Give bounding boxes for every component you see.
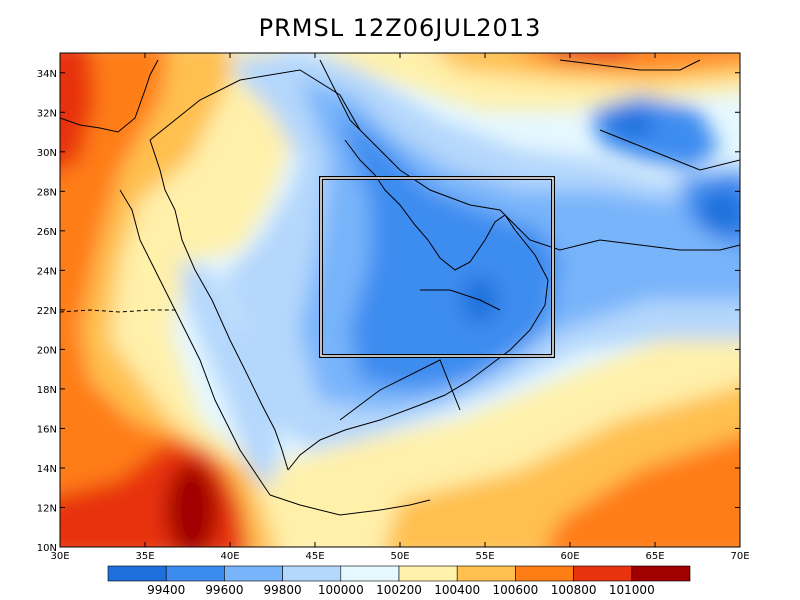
field-redsea-lightblue — [180, 260, 280, 490]
colorbar-swatch — [398, 565, 458, 582]
colorbar-label: 100200 — [376, 583, 422, 597]
lon-tick-label: 70E — [730, 551, 749, 562]
colorbar-swatch — [515, 565, 574, 582]
coastlines — [60, 59, 740, 516]
field-low-core-1 — [610, 110, 654, 138]
colorbar-swatch — [282, 565, 342, 582]
lat-tick-label: 12N — [37, 503, 57, 514]
field-west-orange — [60, 53, 239, 547]
colorbar: 99400 99600 99800 100000 100200 100400 100600 1… — [107, 565, 691, 597]
field-north-red — [551, 53, 629, 62]
lon-tick-label: 40E — [220, 551, 239, 562]
colorbar-label: 99600 — [205, 583, 243, 597]
lat-tick-label: 18N — [37, 385, 57, 396]
colorbar-swatch — [224, 565, 283, 582]
lat-tick-label: 14N — [37, 464, 57, 475]
lat-tick-label: 34N — [37, 69, 57, 80]
lat-tick-label: 28N — [37, 187, 57, 198]
lon-tick-label: 45E — [305, 551, 324, 562]
colorbar-label: 101000 — [609, 583, 655, 597]
colorbar-swatch — [107, 565, 167, 582]
lon-tick-label: 60E — [560, 551, 579, 562]
lat-tick-label: 24N — [37, 266, 57, 277]
lon-tick-label: 35E — [135, 551, 154, 562]
field-darkred-core — [166, 462, 218, 547]
lon-tick-label: 30E — [50, 551, 69, 562]
colorbar-swatch — [631, 565, 691, 582]
lat-axis: 10N 12N 14N 16N 18N 20N 22N 24N 26N 28N 30N 32N 34N — [37, 69, 740, 554]
colorbar-swatch — [456, 565, 516, 582]
lon-axis: 30E 35E 40E 45E 50E 55E 60E 65E 70E — [50, 53, 750, 562]
lat-tick-label: 20N — [37, 345, 57, 356]
colorbar-label: 100600 — [492, 583, 538, 597]
lat-tick-label: 22N — [37, 306, 57, 317]
colorbar-label: 99400 — [147, 583, 185, 597]
colorbar-label: 100400 — [434, 583, 480, 597]
field-se-orange — [546, 436, 740, 547]
colorbar-label: 100000 — [318, 583, 364, 597]
chart-title: PRMSL 12Z06JUL2013 — [258, 14, 542, 42]
lat-tick-label: 26N — [37, 227, 57, 238]
colorbar-swatch — [165, 565, 225, 582]
lon-tick-label: 65E — [645, 551, 664, 562]
lon-tick-label: 50E — [390, 551, 409, 562]
colorbar-swatch — [573, 565, 633, 582]
field-west-red — [60, 53, 95, 170]
lat-tick-label: 32N — [37, 108, 57, 119]
lat-tick-label: 10N — [37, 543, 57, 554]
colorbar-swatch — [340, 565, 400, 582]
colorbar-label: 99800 — [264, 583, 302, 597]
field-low-core-2 — [700, 190, 740, 234]
lat-tick-label: 30N — [37, 148, 57, 159]
domain-box-inner — [320, 177, 554, 357]
lat-tick-label: 16N — [37, 424, 57, 435]
lon-tick-label: 55E — [475, 551, 494, 562]
colorbar-label: 100800 — [551, 583, 597, 597]
